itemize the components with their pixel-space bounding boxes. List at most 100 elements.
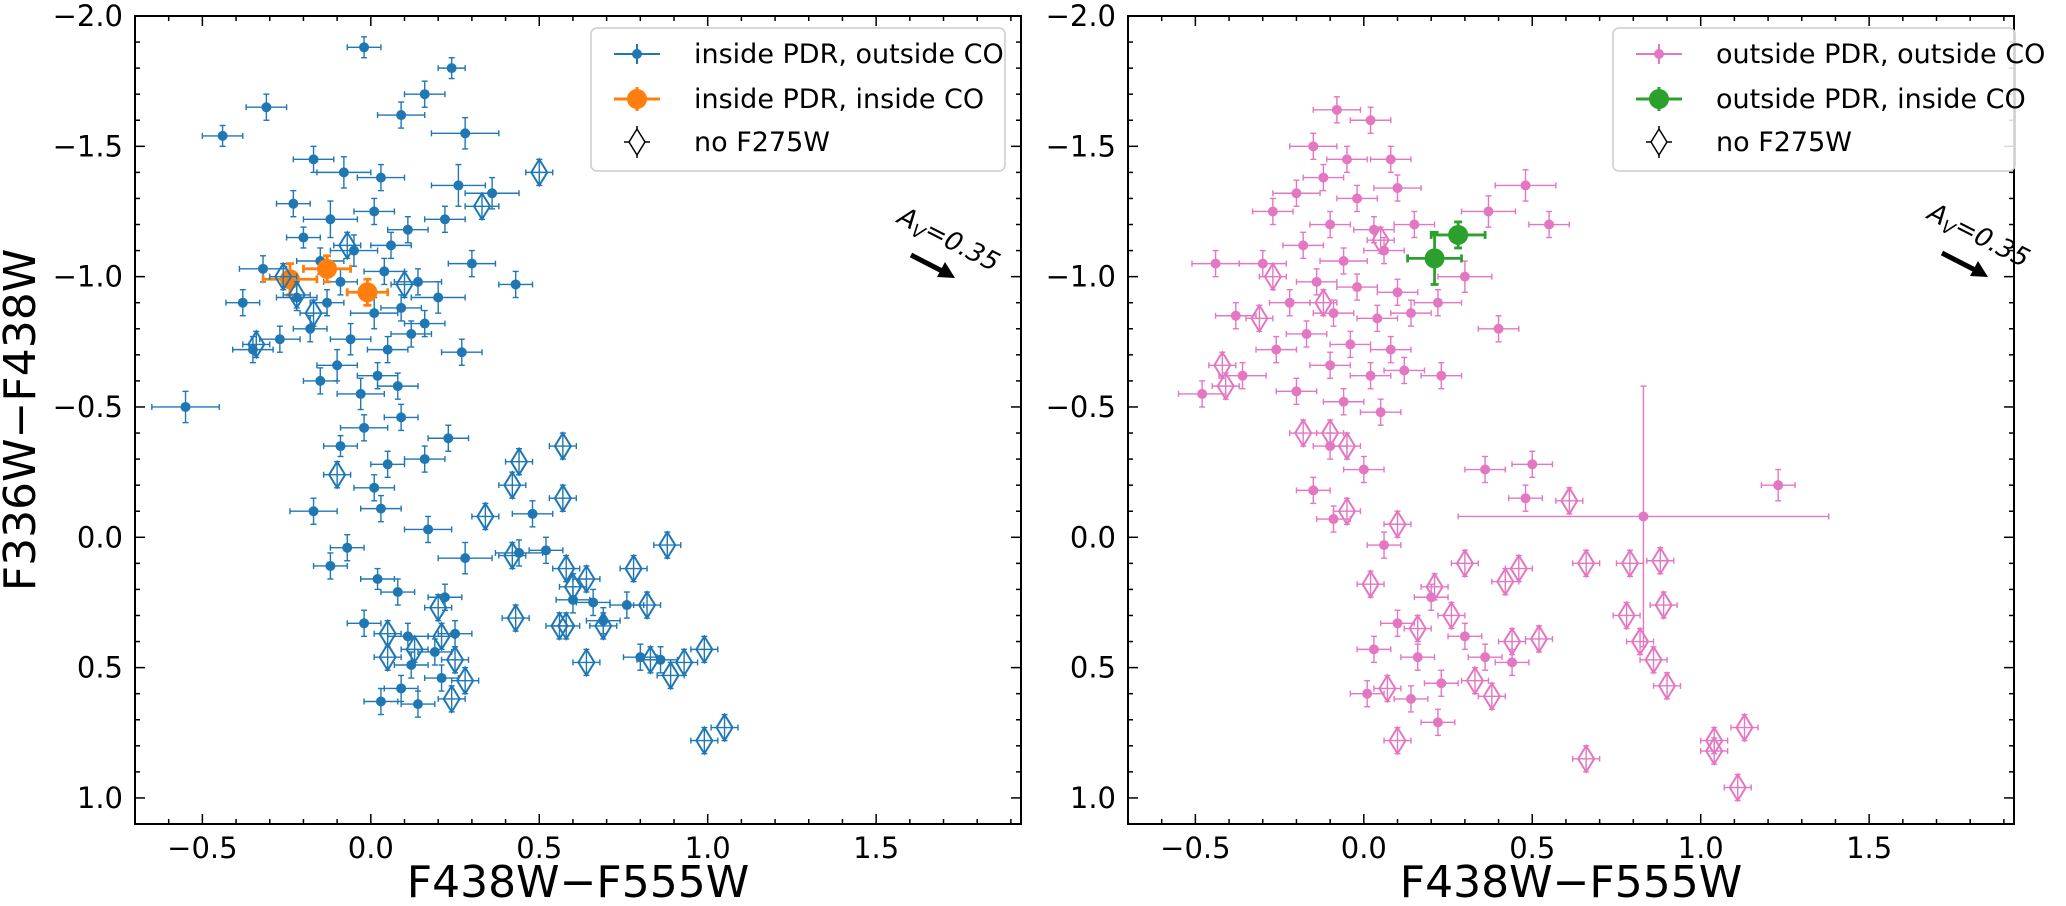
right-legend-marker-1 [1636,44,1682,64]
left-point-diamond-open [464,191,500,222]
right-legend-marker-3 [1646,126,1672,158]
dot-marker [375,172,386,183]
left-plot-area [151,36,739,756]
dot-marker [1318,172,1329,183]
left-point-dot [370,450,406,479]
diamond-marker [378,642,397,673]
right-point-dot [1477,315,1520,343]
dot-marker [332,360,343,371]
left-point-dot [403,309,446,338]
right-y-tick-label: −2.0 [1046,0,1116,33]
right-point-dot [1511,450,1554,479]
diamond-marker [695,634,714,665]
dot-marker [396,110,407,121]
dot-marker [237,297,248,308]
left-point-dot [376,372,419,400]
left-point-dot [464,176,520,210]
dot-marker [396,302,407,313]
big-dot-marker [1448,224,1469,245]
dot-marker [446,63,457,74]
left-x-tick-label: 0.5 [516,831,562,865]
right-y-tick-label: 0.5 [1070,651,1116,685]
left-legend-label-2: inside PDR, inside CO [694,84,984,115]
diamond-marker [1388,725,1407,756]
dot-marker [419,89,430,100]
right-point-diamond-open [1211,371,1240,402]
right-point-diamond-open [1524,624,1554,654]
right-point-diamond-open [1245,303,1274,334]
right-axes-frame [1127,15,2015,825]
dot-marker [1230,310,1241,321]
left-point-dot [511,500,554,528]
diamond-marker [1378,673,1397,704]
diamond-marker [674,647,694,678]
diamond-marker [442,683,461,714]
right-legend-box [1612,27,2016,172]
right-legend-label-2: outside PDR, inside CO [1716,84,2026,115]
diamond-marker [287,279,306,310]
diamond-marker [1576,743,1596,774]
right-point-diamond-open [1383,725,1412,756]
right-point-dot [1460,195,1517,228]
right-point-dot [1413,583,1449,611]
right-point-diamond-open [1491,566,1520,597]
left-point-dot [346,36,382,59]
dot-marker [1483,206,1494,217]
right-point-dot [1295,268,1338,296]
diamond-marker [1388,509,1407,540]
right-point-diamond-open [1332,496,1362,527]
right-point-diamond-open [1571,743,1601,774]
dot-marker [1308,485,1319,496]
right-point-dot [1366,531,1402,559]
left-x-tick-label: −0.5 [167,831,237,865]
dot-marker [322,297,333,308]
right-point-diamond-open [1646,545,1675,576]
left-point-dot [258,325,301,353]
left-point-dot [316,156,372,189]
right-point-dot [1315,505,1352,533]
diamond-marker [1496,566,1515,597]
right-point-dot [1379,609,1416,638]
left-point-diamond-open [501,603,530,633]
right-y-tick-label: 0.0 [1070,520,1116,554]
left-point-dot [285,226,321,249]
dot-marker [1237,370,1248,381]
right-point-dot [1312,299,1355,327]
dot-marker [1301,328,1312,339]
dot-marker [369,206,380,217]
left-point-dot [376,101,426,129]
left-point-diamond-open [669,647,699,678]
left-y-tick-label: −1.0 [53,260,123,294]
dot-marker [1368,644,1379,655]
dot-marker [335,276,346,287]
right-x-tick-labels: −0.5 0.0 0.5 1.0 1.5 [1160,831,1892,865]
right-x-tick-label: −0.5 [1160,831,1230,865]
right-point-dot [1322,388,1365,416]
diamond-marker [476,501,495,532]
right-point-diamond-open [1571,548,1601,579]
dot-marker [1480,652,1491,663]
dot-marker [402,224,413,235]
dot-marker [1267,206,1278,217]
diamond-marker [1560,485,1579,516]
right-point-dot [1329,330,1372,359]
diamond-marker [624,553,643,584]
left-point-dot [437,57,466,80]
left-data-points [151,36,739,756]
right-x-tick-label: 1.5 [1846,831,1892,865]
right-point-dot [1349,679,1385,708]
left-point-dot [312,552,348,580]
right-point-dot [1302,163,1345,192]
dot-marker [382,459,393,470]
left-y-tick-label: −2.0 [53,0,123,33]
left-point-dot [430,116,500,150]
dot-marker [392,381,403,392]
right-point-diamond-open [1612,600,1641,631]
diamond-marker [503,540,522,571]
right-point-dot [1373,174,1422,202]
dot-marker [355,388,366,399]
big-dot-marker [317,258,338,279]
left-point-diamond-open [269,261,298,292]
dot-marker [423,524,434,535]
right-point-diamond-open [1649,590,1678,620]
